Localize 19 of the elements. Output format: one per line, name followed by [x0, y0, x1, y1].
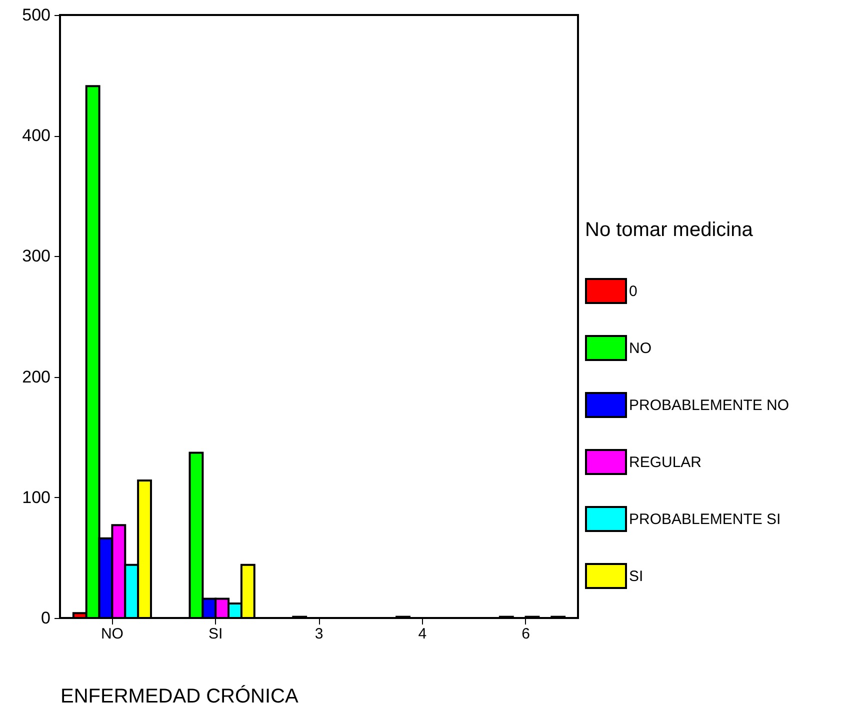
x-tick-label: 6 [522, 626, 530, 642]
y-tick-label: 400 [22, 126, 50, 146]
y-tick-label: 100 [22, 488, 50, 507]
x-tick-label: 3 [314, 626, 324, 642]
y-tick-label: 0 [41, 608, 50, 628]
legend-label: SI [629, 568, 644, 585]
x-tick-label: NO [100, 626, 124, 642]
y-tick-label: 200 [22, 367, 50, 386]
legend-label: 0 [629, 283, 638, 300]
legend-label: PROBABLEMENTE NO [629, 397, 790, 414]
legend-label: PROBABLEMENTE SI [629, 511, 781, 528]
y-tick-label: 500 [22, 6, 50, 24]
y-tick-label: 300 [22, 246, 50, 266]
legend-title: No tomar medicina [585, 219, 754, 241]
x-tick-label: 4 [418, 626, 427, 642]
legend-label: REGULAR [629, 454, 702, 471]
legend-label: NO [629, 340, 652, 357]
x-tick-label: SI [208, 626, 223, 642]
x-axis-title: ENFERMEDAD CRÓNICA [60, 684, 299, 708]
